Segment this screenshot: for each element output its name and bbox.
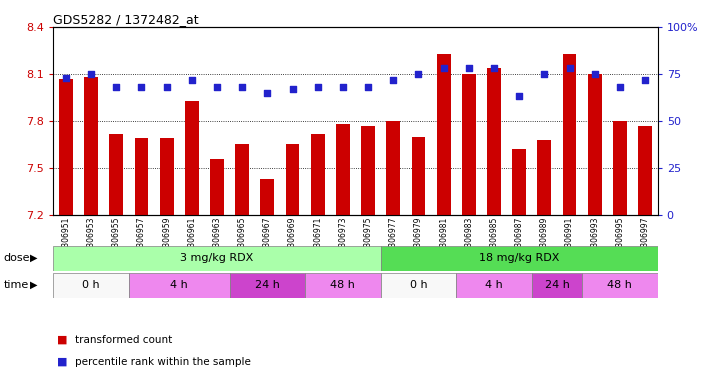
Point	[136, 84, 147, 90]
Point	[111, 84, 122, 90]
Text: transformed count: transformed count	[75, 335, 172, 345]
Bar	[487, 68, 501, 215]
Bar	[361, 126, 375, 215]
Bar	[512, 149, 526, 215]
Bar	[562, 53, 577, 215]
Text: GDS5282 / 1372482_at: GDS5282 / 1372482_at	[53, 13, 199, 26]
Point	[287, 86, 298, 92]
Bar	[286, 144, 299, 215]
Point	[589, 71, 600, 77]
Bar	[230, 273, 305, 298]
Bar	[53, 273, 129, 298]
Bar	[210, 159, 224, 215]
Bar	[462, 74, 476, 215]
Text: 48 h: 48 h	[331, 280, 356, 290]
Bar	[582, 273, 658, 298]
Bar	[305, 273, 380, 298]
Bar	[160, 138, 173, 215]
Point	[564, 65, 575, 71]
Bar	[260, 179, 274, 215]
Point	[488, 65, 500, 71]
Text: ■: ■	[57, 357, 68, 367]
Point	[161, 84, 172, 90]
Text: ▶: ▶	[31, 253, 38, 263]
Point	[312, 84, 324, 90]
Text: 0 h: 0 h	[82, 280, 100, 290]
Point	[211, 84, 223, 90]
Text: 4 h: 4 h	[485, 280, 503, 290]
Text: ■: ■	[57, 335, 68, 345]
Text: 3 mg/kg RDX: 3 mg/kg RDX	[181, 253, 254, 263]
Text: 48 h: 48 h	[607, 280, 632, 290]
Point	[363, 84, 374, 90]
Point	[413, 71, 424, 77]
Text: 24 h: 24 h	[545, 280, 570, 290]
Bar	[109, 134, 123, 215]
Text: percentile rank within the sample: percentile rank within the sample	[75, 357, 250, 367]
Text: 24 h: 24 h	[255, 280, 280, 290]
Bar	[380, 273, 456, 298]
Point	[639, 76, 651, 83]
Point	[60, 74, 72, 81]
Point	[85, 71, 97, 77]
Bar	[613, 121, 627, 215]
Bar	[235, 144, 249, 215]
Text: 4 h: 4 h	[171, 280, 188, 290]
Bar	[638, 126, 652, 215]
Bar	[134, 138, 149, 215]
Point	[438, 65, 449, 71]
Point	[463, 65, 474, 71]
Text: time: time	[4, 280, 29, 290]
Bar	[412, 137, 425, 215]
Bar	[311, 134, 325, 215]
Point	[539, 71, 550, 77]
Bar	[185, 101, 199, 215]
Text: 0 h: 0 h	[410, 280, 427, 290]
Bar	[53, 246, 380, 271]
Bar	[456, 273, 532, 298]
Point	[614, 84, 626, 90]
Text: 18 mg/kg RDX: 18 mg/kg RDX	[479, 253, 560, 263]
Bar	[588, 74, 602, 215]
Bar	[336, 124, 350, 215]
Bar	[84, 77, 98, 215]
Point	[237, 84, 248, 90]
Point	[262, 90, 273, 96]
Point	[337, 84, 348, 90]
Bar	[129, 273, 230, 298]
Text: dose: dose	[4, 253, 30, 263]
Point	[186, 76, 198, 83]
Text: ▶: ▶	[31, 280, 38, 290]
Bar	[538, 140, 551, 215]
Bar	[386, 121, 400, 215]
Point	[513, 93, 525, 99]
Bar	[437, 53, 451, 215]
Bar	[59, 79, 73, 215]
Bar	[532, 273, 582, 298]
Point	[387, 76, 399, 83]
Bar	[380, 246, 658, 271]
